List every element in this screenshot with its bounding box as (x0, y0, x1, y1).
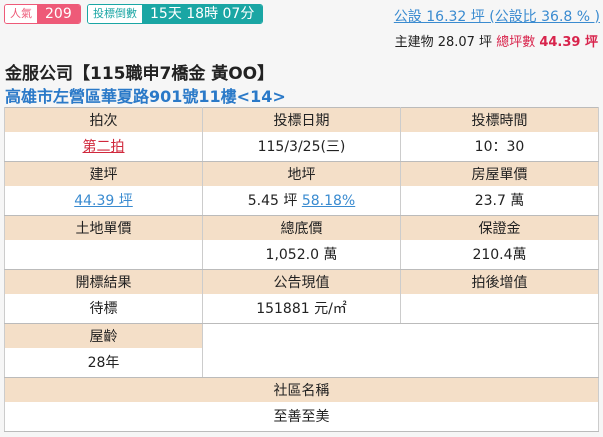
age: 28年 (4, 347, 203, 378)
land-ratio-link[interactable]: 58.18% (301, 193, 356, 210)
case-title: 金服公司【115職申7橋金 黃OO】 (5, 64, 275, 84)
area-summary: 主建物 28.07 坪 總坪數 44.39 坪 (395, 31, 598, 50)
bid-time: 10：30 (400, 131, 599, 162)
result: 待標 (4, 293, 203, 324)
land-unit-price (4, 239, 203, 270)
announced-value-header: 公告現值 (202, 269, 401, 294)
total-area-value: 44.39 坪 (539, 35, 598, 50)
popularity-badge: 人氣 209 (4, 4, 81, 24)
building-area-header: 建坪 (4, 161, 203, 186)
popularity-label: 人氣 (5, 5, 37, 23)
bid-date-header: 投標日期 (202, 107, 401, 132)
deposit-header: 保證金 (400, 215, 599, 240)
bid-time-header: 投標時間 (400, 107, 599, 132)
house-unit-price: 23.7 萬 (400, 185, 599, 216)
post-auction-gain-header: 拍後增值 (400, 269, 599, 294)
public-area-link[interactable]: 公設 16.32 坪 (公設比 36.8 % ) (393, 9, 600, 25)
announced-value: 151881 元/㎡ (202, 293, 401, 324)
empty-cell (202, 323, 599, 378)
reserve-price-header: 總底價 (202, 215, 401, 240)
community-name: 至善至美 (4, 401, 599, 432)
deposit: 210.4萬 (400, 239, 599, 270)
community-header: 社區名稱 (4, 377, 599, 402)
result-header: 開標結果 (4, 269, 203, 294)
auction-round-header: 拍次 (4, 107, 203, 132)
countdown-value: 15天 18時 07分 (142, 5, 263, 23)
countdown-label: 投標倒數 (88, 5, 142, 23)
auction-round-link[interactable]: 第二拍 (82, 139, 125, 156)
auction-details-table: 拍次 投標日期 投標時間 第二拍 115/3/25(三) 10：30 建坪 地坪… (4, 107, 599, 432)
building-area-link[interactable]: 44.39 坪 (74, 193, 133, 210)
land-area: 5.45 坪 (247, 193, 298, 210)
main-building-area: 主建物 28.07 坪 (394, 35, 493, 50)
reserve-price: 1,052.0 萬 (202, 239, 401, 270)
land-area-header: 地坪 (202, 161, 401, 186)
countdown-badge: 投標倒數 15天 18時 07分 (87, 4, 264, 24)
land-unit-price-header: 土地單價 (4, 215, 203, 240)
popularity-count: 209 (37, 5, 80, 23)
total-area-label: 總坪數 (496, 35, 536, 50)
house-unit-price-header: 房屋單價 (400, 161, 599, 186)
address: 高雄市左營區華夏路901號11樓<14> (5, 87, 286, 106)
bid-date: 115/3/25(三) (202, 131, 401, 162)
age-header: 屋齡 (4, 323, 203, 348)
post-auction-gain (400, 293, 599, 324)
